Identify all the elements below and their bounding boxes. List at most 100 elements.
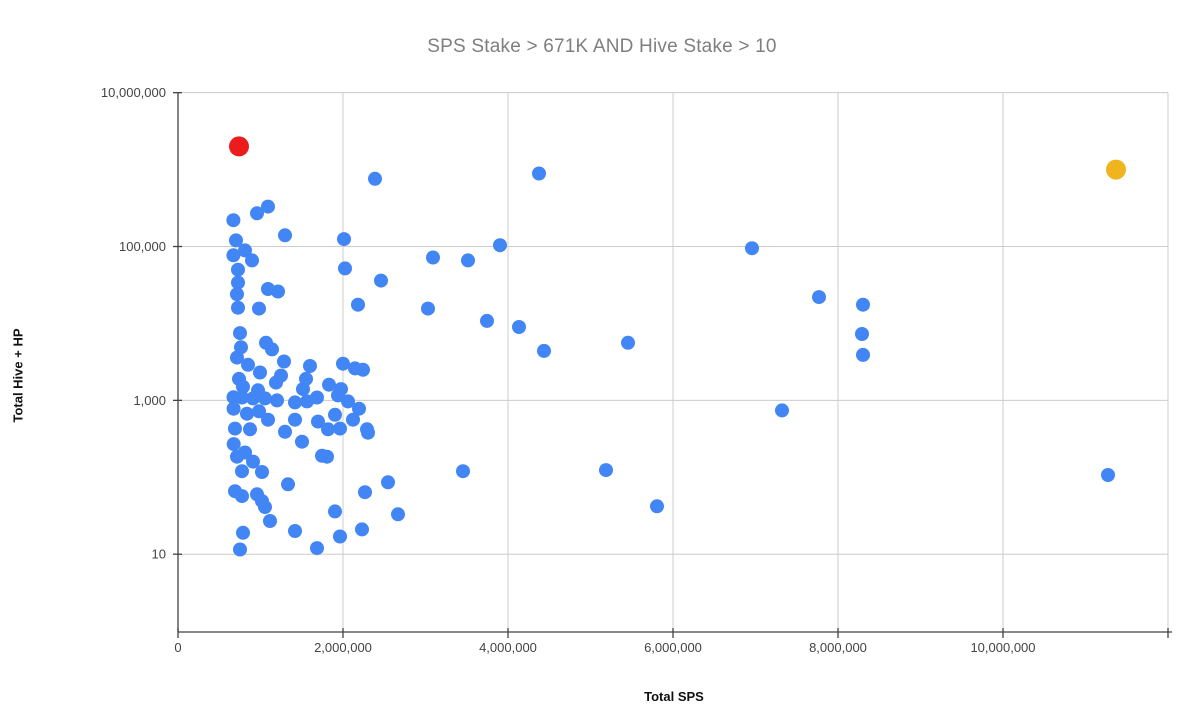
- x-tick-label: 0: [174, 640, 181, 655]
- data-point[interactable]: [246, 391, 260, 406]
- data-point[interactable]: [231, 300, 245, 315]
- data-point[interactable]: [229, 233, 243, 248]
- data-point[interactable]: [338, 261, 352, 276]
- data-point[interactable]: [240, 406, 254, 421]
- data-point[interactable]: [361, 425, 375, 440]
- data-point[interactable]: [341, 394, 355, 409]
- data-point[interactable]: [352, 401, 366, 416]
- data-point[interactable]: [226, 401, 241, 416]
- data-point[interactable]: [336, 356, 350, 371]
- data-point[interactable]: [621, 335, 635, 350]
- data-point[interactable]: [1101, 468, 1115, 482]
- data-point[interactable]: [322, 377, 336, 392]
- data-point[interactable]: [351, 297, 365, 312]
- data-point[interactable]: [233, 542, 247, 557]
- data-point[interactable]: [235, 390, 249, 405]
- data-point[interactable]: [258, 500, 272, 515]
- data-point[interactable]: [346, 412, 360, 427]
- data-point[interactable]: [271, 284, 285, 299]
- data-point[interactable]: [358, 485, 372, 500]
- data-point[interactable]: [310, 390, 324, 405]
- data-point[interactable]: [288, 412, 302, 427]
- data-point[interactable]: [288, 395, 302, 410]
- data-point[interactable]: [337, 232, 351, 247]
- data-point[interactable]: [226, 213, 241, 228]
- data-point[interactable]: [480, 313, 494, 328]
- data-point[interactable]: [269, 375, 283, 390]
- data-point[interactable]: [856, 297, 870, 312]
- data-point[interactable]: [263, 514, 277, 528]
- data-point[interactable]: [391, 507, 405, 522]
- data-point[interactable]: [253, 365, 267, 380]
- data-point[interactable]: [320, 449, 334, 464]
- data-point[interactable]: [230, 449, 244, 464]
- data-point[interactable]: [246, 454, 260, 469]
- data-point[interactable]: [311, 414, 325, 429]
- data-point[interactable]: [255, 465, 269, 479]
- data-point[interactable]: [250, 206, 264, 221]
- data-point[interactable]: [281, 477, 295, 492]
- data-point[interactable]: [328, 504, 342, 519]
- data-point[interactable]: [252, 404, 266, 419]
- highlight-yellow-point[interactable]: [1106, 159, 1126, 180]
- data-point[interactable]: [236, 379, 250, 394]
- data-point[interactable]: [599, 463, 613, 478]
- data-point[interactable]: [261, 412, 275, 427]
- data-point[interactable]: [368, 171, 382, 186]
- data-point[interactable]: [243, 422, 257, 437]
- data-point[interactable]: [355, 522, 369, 537]
- data-point[interactable]: [310, 541, 324, 556]
- data-point[interactable]: [855, 327, 869, 341]
- data-point[interactable]: [461, 253, 475, 268]
- data-point[interactable]: [356, 362, 370, 377]
- data-point[interactable]: [493, 238, 507, 253]
- data-point[interactable]: [775, 403, 789, 418]
- data-point[interactable]: [426, 250, 440, 265]
- data-point[interactable]: [230, 287, 244, 302]
- data-point[interactable]: [235, 464, 249, 479]
- data-point[interactable]: [233, 326, 247, 341]
- data-point[interactable]: [296, 382, 310, 397]
- data-point[interactable]: [277, 354, 291, 369]
- data-point[interactable]: [231, 262, 245, 277]
- data-point[interactable]: [512, 320, 526, 334]
- x-tick-label: 4,000,000: [479, 640, 537, 655]
- data-point[interactable]: [374, 273, 388, 288]
- data-point[interactable]: [270, 393, 284, 408]
- data-point[interactable]: [381, 475, 395, 490]
- data-point[interactable]: [261, 199, 275, 214]
- data-point[interactable]: [230, 350, 244, 365]
- data-point[interactable]: [856, 347, 870, 362]
- data-point[interactable]: [321, 422, 335, 437]
- data-point[interactable]: [226, 437, 241, 452]
- data-point[interactable]: [532, 166, 546, 181]
- data-point[interactable]: [537, 343, 551, 358]
- data-point[interactable]: [650, 499, 664, 514]
- data-point[interactable]: [236, 525, 250, 540]
- data-point[interactable]: [228, 421, 242, 436]
- data-point[interactable]: [258, 391, 272, 406]
- data-point[interactable]: [333, 421, 347, 436]
- data-point[interactable]: [265, 342, 279, 357]
- highlight-red-point[interactable]: [229, 136, 249, 157]
- y-tick-label: 100,000: [119, 239, 166, 254]
- data-point[interactable]: [231, 275, 245, 290]
- data-point[interactable]: [812, 290, 826, 305]
- data-point[interactable]: [745, 241, 759, 256]
- data-point[interactable]: [235, 489, 249, 504]
- data-point[interactable]: [278, 424, 292, 439]
- data-point[interactable]: [295, 434, 309, 449]
- data-point[interactable]: [421, 301, 435, 316]
- data-point[interactable]: [303, 359, 317, 373]
- data-point[interactable]: [288, 524, 302, 538]
- data-point[interactable]: [241, 357, 255, 372]
- data-point[interactable]: [245, 253, 259, 268]
- data-point[interactable]: [456, 464, 470, 479]
- data-point[interactable]: [252, 301, 266, 316]
- data-point[interactable]: [226, 248, 241, 263]
- x-tick-label: 8,000,000: [809, 640, 867, 655]
- data-point[interactable]: [238, 243, 252, 258]
- data-point[interactable]: [333, 529, 347, 544]
- data-point[interactable]: [328, 407, 342, 422]
- data-point[interactable]: [278, 228, 292, 243]
